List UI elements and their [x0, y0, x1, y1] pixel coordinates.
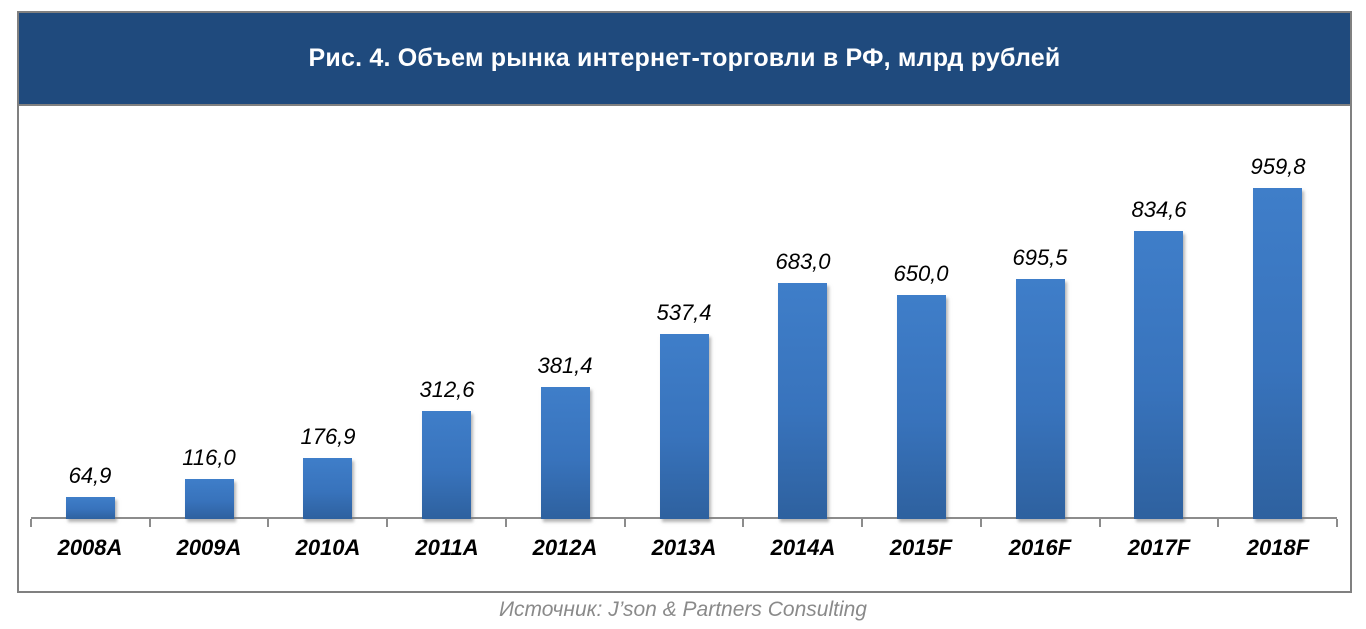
bar	[1016, 279, 1065, 519]
bar	[66, 497, 115, 519]
axis-tick	[742, 519, 744, 527]
axis-tick	[861, 519, 863, 527]
bar	[778, 283, 827, 519]
axis-tick	[386, 519, 388, 527]
x-axis-label: 2015F	[889, 535, 953, 560]
bar-value-label: 537,4	[656, 300, 712, 325]
bar-value-label: 381,4	[537, 353, 593, 378]
bar-value-label: 834,6	[1131, 197, 1187, 222]
bar	[1253, 188, 1302, 519]
bar-value-label: 312,6	[419, 377, 475, 402]
bar	[422, 411, 471, 519]
x-axis-label: 2018F	[1246, 535, 1310, 560]
x-axis-label: 2010A	[295, 535, 361, 560]
bar-value-label: 64,9	[68, 463, 112, 488]
x-axis-label: 2008A	[57, 535, 123, 560]
bar	[303, 458, 352, 519]
bar	[1134, 231, 1183, 519]
axis-tick	[505, 519, 507, 527]
chart-frame: Рис. 4. Объем рынка интернет-торговли в …	[17, 11, 1352, 593]
axis-tick	[1336, 519, 1338, 527]
bar-value-label: 683,0	[775, 249, 831, 274]
x-axis-label: 2013A	[651, 535, 717, 560]
bar-value-label: 959,8	[1250, 154, 1306, 179]
bar-value-label: 116,0	[182, 445, 236, 470]
axis-tick	[624, 519, 626, 527]
axis-tick	[149, 519, 151, 527]
axis-tick	[267, 519, 269, 527]
axis-tick	[980, 519, 982, 527]
axis-tick	[1217, 519, 1219, 527]
x-axis-label: 2012A	[532, 535, 598, 560]
x-axis-label: 2011A	[415, 535, 479, 560]
x-axis-label: 2009A	[176, 535, 242, 560]
source-caption: Источник: J’son & Partners Consulting	[499, 598, 867, 621]
chart-header: Рис. 4. Объем рынка интернет-торговли в …	[19, 13, 1350, 106]
bar	[185, 479, 234, 519]
axis-tick	[30, 519, 32, 527]
plot-area: 64,9 2008A 116,0 2009A 176,9 2010A 312,6 2011A 3…	[19, 106, 1350, 591]
bar-value-label: 695,5	[1012, 245, 1068, 270]
bar-value-label: 650,0	[893, 261, 949, 286]
bar	[660, 334, 709, 519]
x-axis-label: 2017F	[1127, 535, 1191, 560]
x-axis-label: 2016F	[1008, 535, 1072, 560]
x-axis-label: 2014A	[770, 535, 836, 560]
bar	[541, 387, 590, 519]
bar	[897, 295, 946, 519]
axis-tick	[1099, 519, 1101, 527]
chart-title: Рис. 4. Объем рынка интернет-торговли в …	[308, 44, 1061, 72]
bar-value-label: 176,9	[300, 424, 356, 449]
